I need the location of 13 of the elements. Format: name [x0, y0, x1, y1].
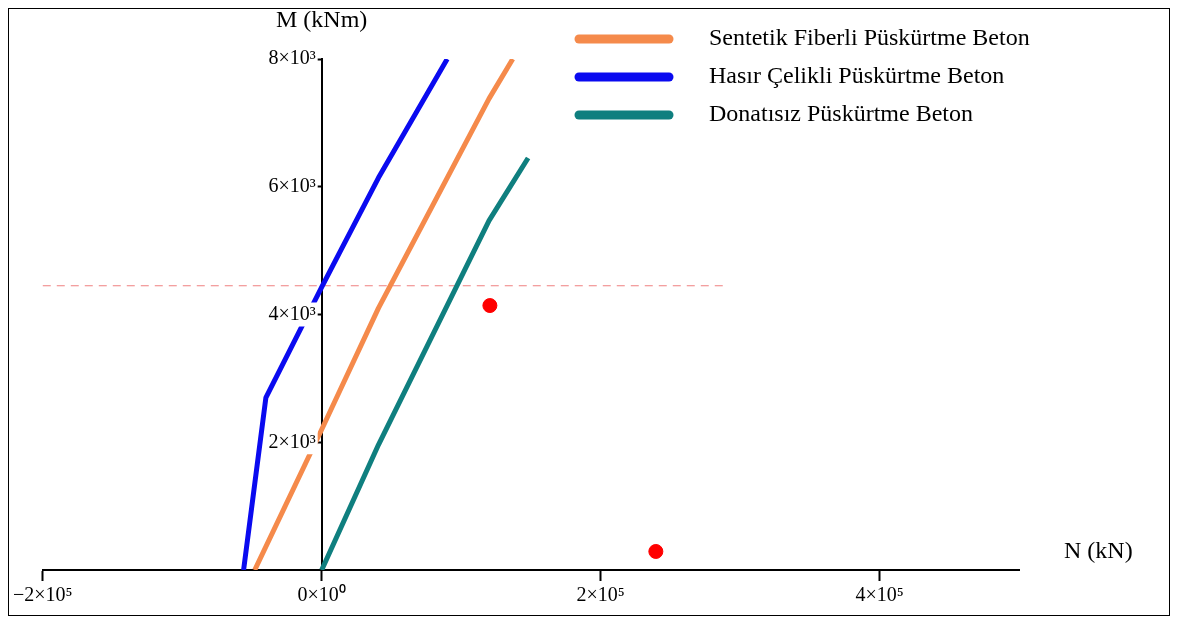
legend-label: Sentetik Fiberli Püskürtme Beton [709, 24, 1030, 51]
x-axis-title: N (kN) [1064, 537, 1133, 564]
legend-label: Donatısız Püskürtme Beton [709, 100, 973, 127]
x-tick-label: 2×10⁵ [576, 583, 625, 606]
x-tick-label: −2×10⁵ [13, 583, 73, 606]
x-tick-label: 0×10⁰ [297, 583, 346, 606]
legend-label: Hasır Çelikli Püskürtme Beton [709, 62, 1005, 89]
y-tick-label: 4×10³ [268, 301, 316, 324]
y-axis-title: M (kNm) [276, 6, 368, 33]
y-tick-label: 6×10³ [268, 174, 316, 196]
y-tick-label: 2×10³ [268, 429, 316, 452]
x-tick-label: 4×10⁵ [855, 583, 904, 606]
y-tick-label: 8×10³ [268, 46, 316, 69]
